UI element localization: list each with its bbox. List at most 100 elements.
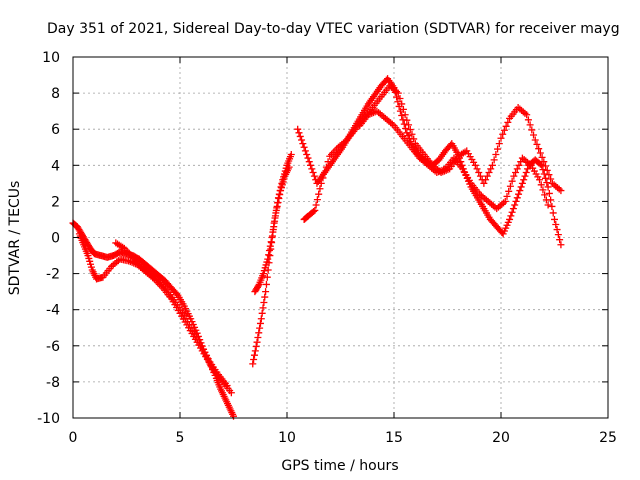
data-point: [410, 135, 418, 143]
data-point: [304, 154, 312, 162]
data-point: [305, 158, 313, 166]
data-point: [272, 206, 280, 214]
data-point: [271, 217, 279, 225]
data-point: [504, 118, 512, 126]
data-point: [316, 185, 324, 193]
data-point: [542, 196, 550, 204]
data-point: [506, 182, 514, 190]
data-point: [324, 158, 332, 166]
data-point: [542, 174, 550, 182]
data-point: [530, 131, 538, 139]
data-point: [258, 309, 266, 317]
data-point: [516, 187, 524, 195]
data-point: [544, 201, 552, 209]
data-point: [536, 149, 544, 157]
data-point: [539, 186, 547, 194]
data-point: [524, 116, 532, 124]
data-point: [531, 136, 539, 144]
data-point: [223, 382, 231, 390]
data-point: [510, 172, 518, 180]
data-point: [512, 169, 520, 177]
data-point: [547, 175, 555, 183]
data-point: [507, 212, 515, 220]
data-point: [249, 360, 257, 368]
y-axis-label: SDTVAR / TECUs: [7, 181, 23, 296]
data-point: [268, 234, 276, 241]
data-point: [549, 209, 557, 217]
data-point: [513, 165, 521, 173]
data-point: [261, 293, 269, 301]
data-point: [487, 165, 495, 173]
data-point: [523, 111, 531, 119]
data-point: [402, 124, 410, 132]
data-point: [526, 121, 534, 129]
data-point: [475, 169, 483, 177]
data-point: [471, 161, 479, 169]
x-tick-label: 15: [385, 430, 403, 446]
data-point: [254, 333, 262, 341]
data-point: [256, 319, 264, 327]
data-point: [524, 165, 532, 173]
data-point: [262, 280, 270, 288]
data-point: [408, 130, 416, 138]
data-point: [488, 161, 496, 169]
data-point: [313, 196, 321, 204]
data-point: [315, 190, 323, 198]
x-tick-label: 0: [69, 430, 78, 446]
data-point: [497, 134, 505, 142]
data-point: [476, 172, 484, 180]
y-tick-label: -2: [46, 267, 60, 283]
data-point: [509, 205, 517, 213]
y-tick-label: 2: [51, 194, 60, 210]
data-point: [267, 238, 275, 246]
data-point: [227, 389, 235, 397]
data-point: [173, 290, 181, 298]
data-point: [298, 136, 306, 144]
data-point: [303, 150, 311, 158]
data-point: [513, 194, 521, 202]
x-tick-label: 10: [278, 430, 296, 446]
data-point: [483, 172, 491, 180]
data-point: [511, 201, 519, 209]
data-point: [250, 356, 258, 364]
data-point: [542, 162, 550, 170]
data-point: [485, 169, 493, 177]
data-point: [537, 181, 545, 189]
data-point: [275, 195, 283, 203]
data-point: [540, 158, 548, 166]
data-point: [273, 202, 281, 210]
data-point: [230, 412, 237, 420]
data-point: [518, 179, 526, 187]
data-point: [535, 145, 543, 153]
data-point: [538, 161, 546, 169]
data-point: [262, 288, 270, 296]
data-point: [495, 140, 503, 148]
data-point: [263, 273, 271, 281]
data-point: [538, 153, 546, 161]
data-point: [515, 161, 523, 169]
data-point: [276, 191, 284, 199]
data-point: [554, 231, 562, 239]
data-point: [294, 125, 302, 133]
data-point: [406, 126, 414, 134]
data-point: [557, 187, 565, 195]
x-tick-label: 25: [599, 430, 617, 446]
data-point: [551, 215, 558, 223]
y-tick-label: -8: [46, 375, 60, 391]
data-point: [398, 100, 406, 108]
data-point: [482, 176, 490, 184]
data-point: [552, 221, 560, 229]
x-tick-label: 20: [492, 430, 510, 446]
data-point: [398, 111, 406, 119]
data-point: [300, 143, 308, 151]
y-tick-label: -4: [46, 303, 60, 319]
data-point: [544, 183, 552, 191]
data-point: [256, 324, 264, 332]
data-point: [299, 140, 307, 148]
data-point: [401, 111, 409, 119]
data-point: [259, 304, 267, 312]
data-point: [301, 147, 309, 155]
data-point: [317, 179, 325, 187]
chart-title: Day 351 of 2021, Sidereal Day-to-day VTE…: [47, 21, 620, 37]
